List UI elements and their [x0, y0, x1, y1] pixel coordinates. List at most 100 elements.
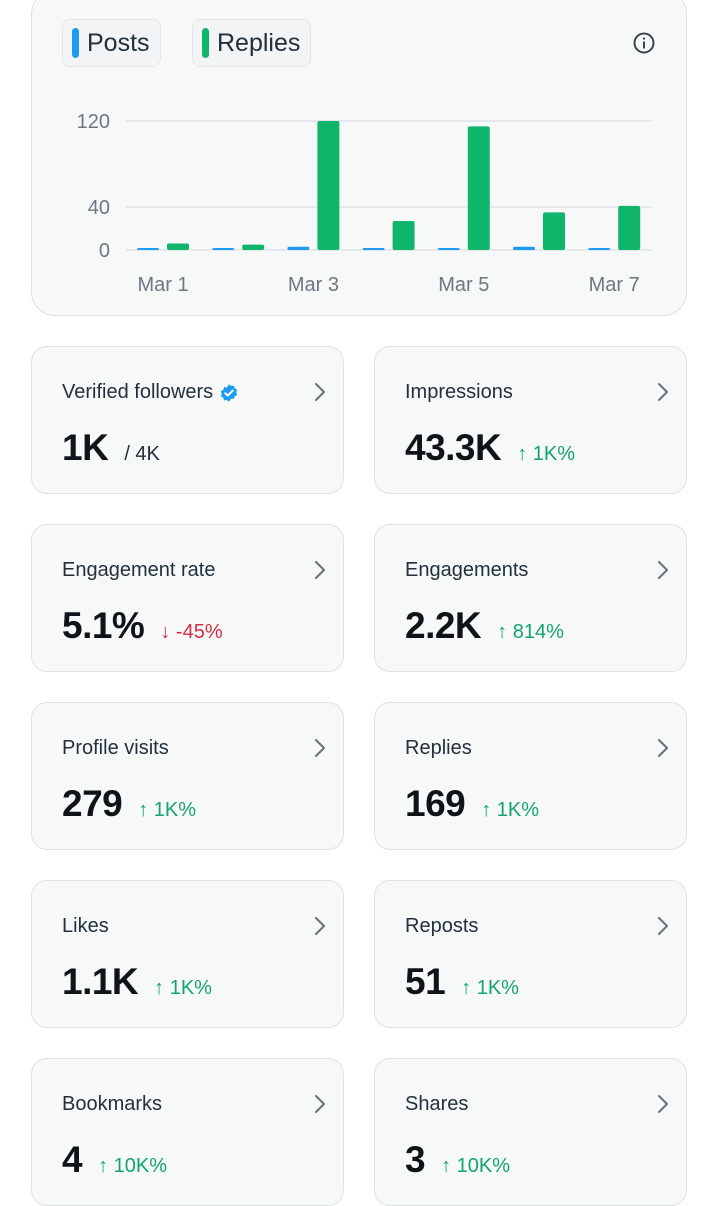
analytics-chart-card: Posts Replies 0 40 120 Mar 1 Mar 3 Mar 5 Mar …: [31, 0, 687, 316]
metric-delta: ↑ 1K%: [154, 977, 212, 1000]
bar-posts-3[interactable]: [287, 246, 310, 250]
metric-value-row: 1.1K ↑ 1K%: [62, 961, 212, 1003]
metric-delta-text: -45%: [175, 621, 223, 643]
info-icon[interactable]: [632, 31, 656, 55]
metric-value-row: 1K / 4K: [62, 427, 160, 469]
metric-delta: ↑ 1K%: [481, 799, 539, 822]
metric-delta-text: 1K%: [169, 977, 212, 999]
metric-card-engagements[interactable]: Engagements 2.2K ↑ 814%: [374, 524, 687, 672]
metric-value: 2.2K: [405, 605, 482, 646]
metric-delta: ↑ 1K%: [461, 977, 519, 1000]
metric-label: Engagement rate: [62, 559, 215, 582]
metric-value-row: 2.2K ↑ 814%: [405, 605, 564, 647]
metric-delta-text: 10K%: [456, 1155, 511, 1177]
arrow-up-icon: ↑: [441, 1155, 457, 1177]
legend-replies-label: Replies: [217, 28, 301, 57]
metric-card-replies[interactable]: Replies 169 ↑ 1K%: [374, 702, 687, 850]
metric-delta-text: 1K%: [496, 799, 540, 821]
metric-delta-text: 1K%: [153, 799, 197, 821]
arrow-up-icon: ↑: [497, 621, 513, 643]
metric-label-text: Reposts: [405, 915, 479, 937]
metric-card-verified-followers[interactable]: Verified followers 1K / 4K: [31, 346, 344, 494]
chevron-right-icon: [657, 1094, 669, 1114]
y-tick-label: 40: [88, 197, 110, 219]
metric-label: Profile visits: [62, 737, 169, 760]
metric-card-reposts[interactable]: Reposts 51 ↑ 1K%: [374, 880, 687, 1028]
metric-label-text: Shares: [405, 1093, 469, 1115]
metric-value: 1K: [62, 427, 109, 468]
bar-posts-5[interactable]: [437, 248, 460, 250]
chevron-right-icon: [314, 382, 326, 402]
metric-value-row: 51 ↑ 1K%: [405, 961, 519, 1003]
metric-label: Engagements: [405, 559, 528, 582]
metric-card-engagement-rate[interactable]: Engagement rate 5.1% ↓ -45%: [31, 524, 344, 672]
metric-value-row: 279 ↑ 1K%: [62, 783, 196, 825]
arrow-up-icon: ↑: [517, 443, 533, 465]
metric-delta: ↑ 1K%: [517, 443, 575, 466]
metric-label: Bookmarks: [62, 1093, 162, 1116]
bar-posts-7[interactable]: [588, 248, 611, 250]
x-tick-label: Mar 3: [288, 274, 339, 296]
metric-label: Impressions: [405, 381, 513, 404]
metric-card-shares[interactable]: Shares 3 ↑ 10K%: [374, 1058, 687, 1206]
chevron-right-icon: [657, 916, 669, 936]
metric-label-text: Engagement rate: [62, 559, 216, 581]
metric-label-text: Verified followers: [62, 381, 214, 403]
bar-replies-4[interactable]: [392, 220, 415, 250]
metric-label: Replies: [405, 737, 472, 760]
metric-card-likes[interactable]: Likes 1.1K ↑ 1K%: [31, 880, 344, 1028]
arrow-up-icon: ↑: [98, 1155, 114, 1177]
metric-value: 43.3K: [405, 427, 502, 468]
metric-label: Likes: [62, 915, 109, 938]
bar-posts-2[interactable]: [212, 248, 235, 250]
bar-replies-1[interactable]: [167, 243, 189, 250]
arrow-up-icon: ↑: [461, 977, 477, 999]
metric-value-row: 169 ↑ 1K%: [405, 783, 539, 825]
chevron-right-icon: [657, 382, 669, 402]
metric-label-text: Profile visits: [62, 737, 169, 759]
legend-posts-toggle[interactable]: Posts: [62, 19, 161, 67]
metric-delta-text: 1K%: [476, 977, 519, 999]
metric-value: 3: [405, 1139, 426, 1180]
metric-label: Reposts: [405, 915, 478, 938]
arrow-down-icon: ↓: [160, 621, 176, 643]
metric-total: / 4K: [124, 443, 160, 465]
arrow-up-icon: ↑: [154, 977, 170, 999]
x-tick-label: Mar 1: [137, 274, 188, 296]
arrow-up-icon: ↑: [481, 799, 497, 821]
bar-chart: 0 40 120 Mar 1 Mar 3 Mar 5 Mar 7: [77, 111, 652, 296]
metric-label: Shares: [405, 1093, 468, 1116]
legend-replies-toggle[interactable]: Replies: [192, 19, 312, 67]
metric-value: 279: [62, 783, 123, 824]
metric-card-impressions[interactable]: Impressions 43.3K ↑ 1K%: [374, 346, 687, 494]
metric-card-profile-visits[interactable]: Profile visits 279 ↑ 1K%: [31, 702, 344, 850]
posts-swatch: [72, 28, 79, 58]
bar-posts-4[interactable]: [362, 248, 385, 250]
chevron-right-icon: [657, 738, 669, 758]
metric-label-text: Impressions: [405, 381, 513, 403]
bar-posts-1[interactable]: [137, 248, 159, 250]
metric-label-text: Replies: [405, 737, 472, 759]
metric-delta-text: 10K%: [113, 1155, 168, 1177]
metric-delta: ↑ 10K%: [441, 1155, 510, 1178]
metric-delta: ↓ -45%: [160, 621, 222, 644]
bar-replies-6[interactable]: [543, 212, 565, 250]
bar-replies-3[interactable]: [317, 121, 340, 250]
metric-delta: ↑ 10K%: [98, 1155, 167, 1178]
metric-delta: ↑ 814%: [497, 621, 564, 644]
metric-value: 169: [405, 783, 466, 824]
bar-replies-2[interactable]: [242, 244, 265, 250]
metric-value-row: 5.1% ↓ -45%: [62, 605, 223, 647]
x-tick-label: Mar 7: [589, 274, 640, 296]
x-tick-label: Mar 5: [438, 274, 489, 296]
metric-card-bookmarks[interactable]: Bookmarks 4 ↑ 10K%: [31, 1058, 344, 1206]
bar-posts-6[interactable]: [513, 246, 535, 250]
chevron-right-icon: [314, 916, 326, 936]
bar-replies-7[interactable]: [618, 205, 641, 250]
metric-label-text: Bookmarks: [62, 1093, 163, 1115]
bar-replies-5[interactable]: [467, 126, 490, 250]
chevron-right-icon: [657, 560, 669, 580]
metric-value-row: 4 ↑ 10K%: [62, 1139, 167, 1181]
chevron-right-icon: [314, 1094, 326, 1114]
metric-value: 1.1K: [62, 961, 139, 1002]
